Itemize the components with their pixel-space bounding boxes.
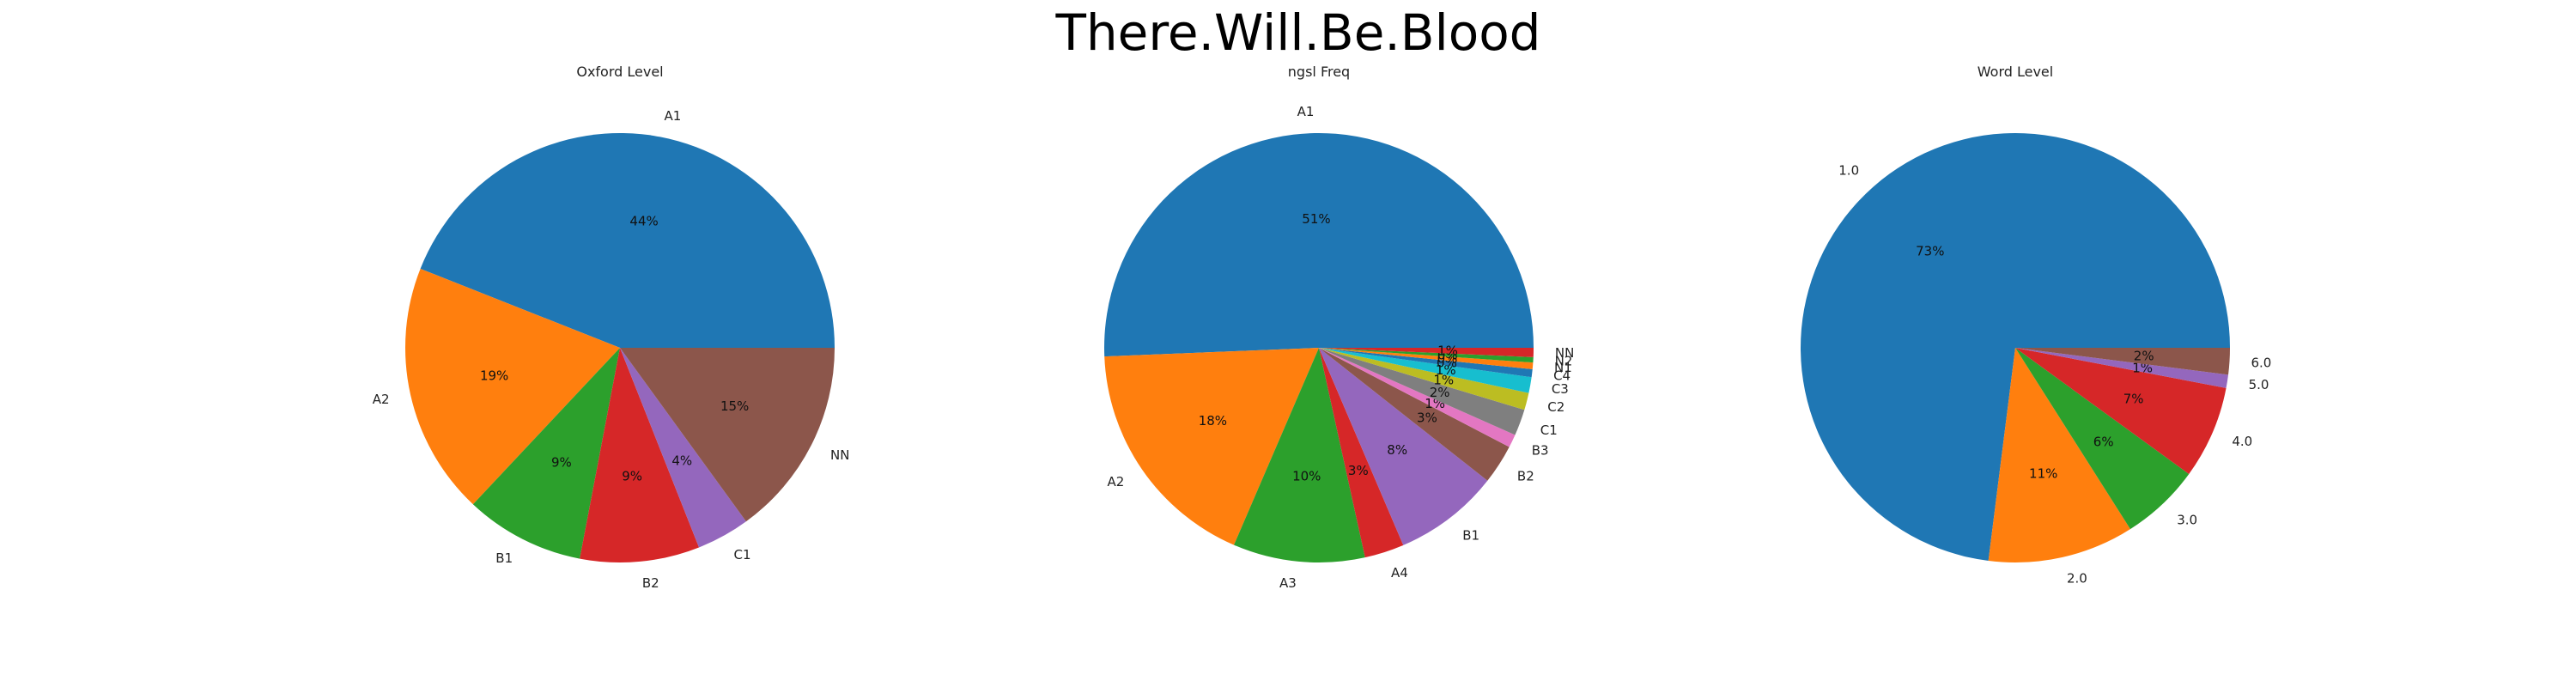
slice-label-c2: C2 [1547, 399, 1564, 415]
pie-slice-b2 [1319, 348, 1510, 481]
slice-percent-6-0: 2% [2134, 348, 2154, 363]
slice-label-2-0: 2.0 [2067, 570, 2087, 586]
oxford-level-title: Oxford Level [576, 64, 663, 80]
pie-slice-c3 [1319, 348, 1532, 393]
pie-slice-2-0 [1988, 348, 2130, 562]
ngsl-freq-title: ngsl Freq [1288, 64, 1350, 80]
slice-percent-a3: 10% [1292, 468, 1321, 483]
slice-percent-c3: 1% [1436, 362, 1456, 378]
slice-label-nn: NN [830, 447, 849, 463]
pie-slice-a3 [1234, 348, 1365, 562]
pie-slice-c2 [1319, 348, 1529, 410]
pie-slice-a2 [405, 268, 620, 505]
slice-percent-c2: 1% [1433, 373, 1454, 388]
word-level-pie: Word Level 1.073%2.011%3.06% 4.07%5.01% 6.… [1801, 64, 2271, 586]
slice-label-c1: C1 [1540, 423, 1558, 438]
slice-percent-a2: 18% [1199, 413, 1227, 429]
pie-slice-a1 [1104, 133, 1534, 357]
slice-label-b1: B1 [495, 550, 513, 566]
slice-percent-b1: 8% [1387, 442, 1407, 458]
pie-slice-1-0 [1801, 133, 2230, 562]
pie-slice-a1 [420, 132, 835, 348]
pie-slice-3-0 [2015, 348, 2190, 530]
slice-label-a2: A2 [1108, 474, 1125, 489]
slice-label-a3: A3 [1279, 575, 1297, 591]
slice-label-b3: B3 [1532, 442, 1549, 458]
pie-slice-c4 [1319, 348, 1533, 378]
pie-slice-b3 [1319, 348, 1516, 447]
word-level-title: Word Level [1978, 64, 2053, 80]
slice-label-c4: C4 [1553, 368, 1571, 384]
pie-slice-4-0 [2015, 348, 2227, 474]
slice-percent-4-0: 7% [2123, 392, 2144, 407]
slice-label-5-0: 5.0 [2249, 377, 2269, 392]
slice-label-a1: A1 [1297, 104, 1315, 119]
slice-label-b2: B2 [642, 575, 659, 591]
pie-slice-6-0 [2015, 348, 2230, 375]
slice-label-b2: B2 [1517, 468, 1534, 483]
slice-percent-c1: 2% [1430, 385, 1450, 400]
pie-slice-a2 [1104, 348, 1319, 545]
pie-slice-b2 [580, 348, 700, 563]
slice-label-a4: A4 [1391, 565, 1408, 581]
slice-percent-b2: 9% [622, 468, 642, 483]
pie-slice-n2 [1319, 348, 1534, 363]
slice-label-a2: A2 [373, 392, 390, 407]
slice-percent-3-0: 6% [2093, 434, 2114, 449]
slice-label-a1: A1 [665, 108, 682, 124]
slice-percent-a1: 44% [629, 214, 658, 229]
slice-label-6-0: 6.0 [2251, 355, 2271, 370]
pie-slice-b1 [472, 348, 620, 559]
pie-slice-c1 [1319, 348, 1525, 435]
slice-percent-nn: 1% [1437, 343, 1458, 358]
slice-label-n1: N1 [1554, 360, 1572, 375]
pie-slice-nn [1319, 348, 1534, 357]
pie-slice-n1 [1319, 348, 1534, 369]
slice-percent-a2: 19% [480, 368, 508, 384]
ngsl-freq-pie: ngsl Freq A1 51% A2 18% A3 10% A4 3% B1 8% B2 3% B3 1… [1104, 64, 1574, 591]
pie-slice-b1 [1319, 348, 1488, 545]
pie-slice-a4 [1319, 348, 1404, 558]
slice-percent-b1: 9% [551, 455, 572, 471]
slice-label-c1: C1 [733, 547, 750, 562]
figure-title: There.Will.Be.Blood [1054, 3, 1540, 62]
slice-label-c3: C3 [1552, 381, 1569, 397]
slice-percent-2-0: 11% [2029, 465, 2057, 481]
slice-percent-b2: 3% [1417, 410, 1437, 425]
slice-percent-a4: 3% [1348, 463, 1369, 478]
slice-label-n2: N2 [1555, 353, 1573, 368]
slice-percent-nn: 15% [720, 398, 749, 414]
pie-slice-c1 [620, 348, 746, 548]
oxford-level-pie: Oxford Level A1 44% A2 19% B1 9% B2 9% C1 4% NN 15% [373, 64, 850, 591]
slice-percent-c1: 4% [671, 453, 692, 468]
slice-label-4-0: 4.0 [2232, 434, 2252, 449]
slice-label-3-0: 3.0 [2177, 512, 2197, 527]
pie-slice-5-0 [2015, 348, 2229, 388]
slice-label-nn: NN [1555, 345, 1574, 361]
pie-slice-nn [620, 348, 835, 522]
slice-label-b1: B1 [1462, 527, 1479, 543]
slice-percent-a1: 51% [1302, 211, 1330, 227]
slice-percent-1-0: 73% [1916, 243, 1944, 258]
slice-label-1-0: 1.0 [1838, 163, 1859, 179]
